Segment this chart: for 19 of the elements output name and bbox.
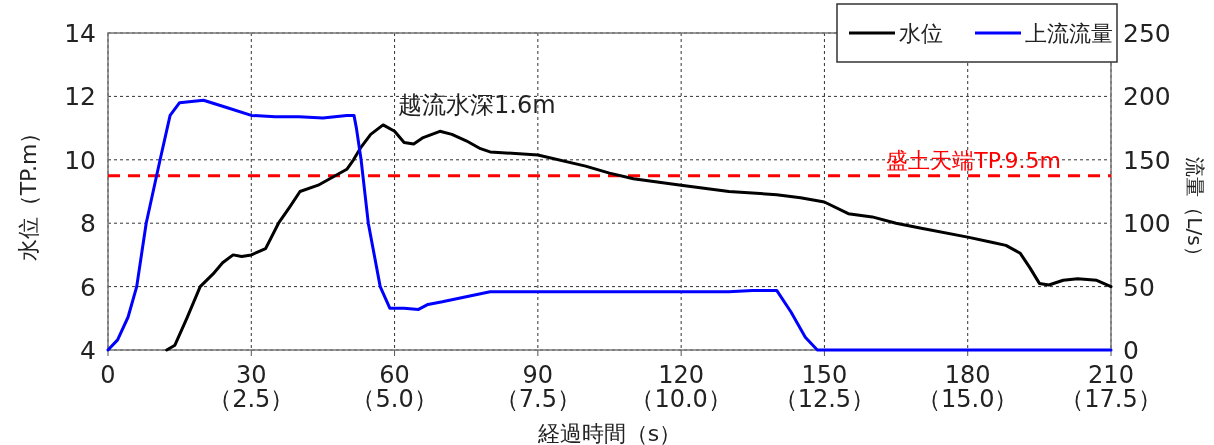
- y2-tick-label: 150: [1123, 145, 1171, 175]
- y2-tick-label: 50: [1123, 272, 1155, 302]
- y-tick-label: 14: [64, 19, 96, 48]
- annotation: 越流水深1.6m: [398, 90, 556, 119]
- y-tick-label: 6: [80, 272, 96, 302]
- y2-axis-title: 流量（L/s）: [1183, 157, 1207, 266]
- y2-tick-label: 100: [1123, 209, 1171, 239]
- y-tick-label: 8: [80, 209, 96, 239]
- legend-label: 水位: [899, 21, 943, 46]
- y-tick-label: 10: [64, 145, 96, 175]
- legend-label: 上流流量: [1025, 21, 1113, 46]
- y2-tick-label: 250: [1123, 19, 1171, 48]
- y-tick-label: 4: [80, 336, 96, 365]
- ref-line-label: 盛土天端TP.9.5m: [886, 147, 1061, 173]
- x-axis-title: 経過時間（s）: [536, 421, 682, 445]
- y-axis-title: 水位（TP.m）: [16, 121, 41, 262]
- y2-tick-label: 200: [1123, 82, 1171, 112]
- x-tick-label: 0: [100, 361, 116, 389]
- y-tick-label: 12: [64, 82, 96, 112]
